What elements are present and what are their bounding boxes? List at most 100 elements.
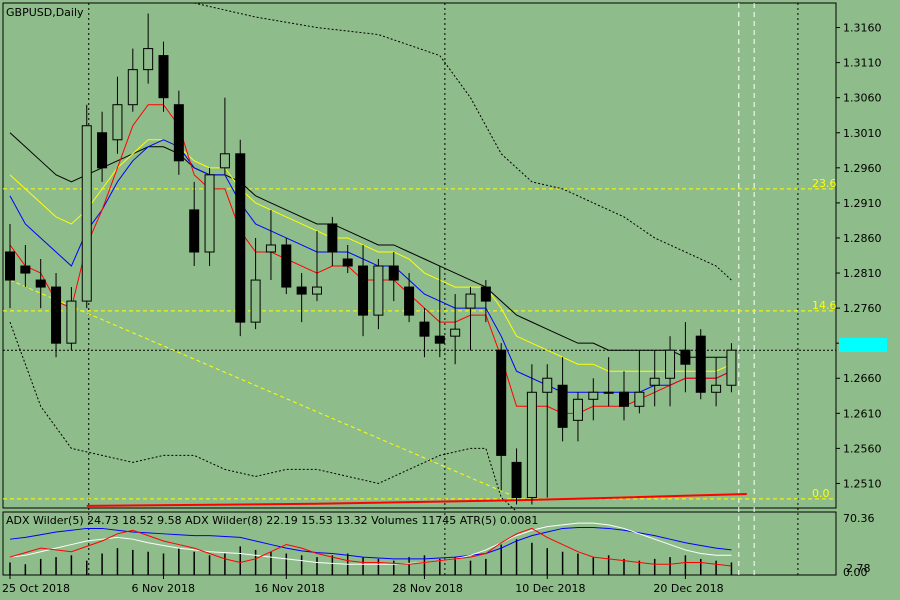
candle-15: [235, 139, 246, 337]
price-label-2: 1.3060: [843, 92, 882, 105]
adx-blue-line: [9, 527, 732, 560]
candle-body-23: [358, 265, 369, 316]
candle-body-43: [665, 349, 676, 379]
current-price-tag: 1.2700: [839, 338, 887, 352]
candle-body-30: [465, 293, 476, 309]
time-label-5: 20 Dec 2018: [653, 582, 723, 595]
fib-label-0: 23.6: [812, 177, 837, 190]
price-label-0: 1.3160: [843, 22, 882, 35]
candle-body-4: [66, 300, 77, 344]
candle-23: [358, 244, 369, 337]
price-label-4: 1.2960: [843, 162, 882, 175]
symbol-label: GBPUSD,Daily: [6, 6, 84, 19]
fibonacci-levels: 23.6 14.6 0.0: [3, 177, 837, 500]
candle-43: [665, 336, 676, 407]
envelope-bands: [9, 2, 732, 512]
candle-body-29: [450, 328, 461, 337]
price-label-1: 1.3110: [843, 57, 882, 70]
candle-body-22: [342, 258, 353, 267]
indicator-panel-frame: [2, 511, 837, 576]
candle-8: [127, 48, 138, 112]
candle-body-27: [419, 321, 430, 337]
price-label-8: 1.2760: [843, 302, 882, 315]
candle-body-38: [588, 391, 599, 400]
candle-body-34: [526, 391, 537, 498]
indicator-min-label: 0.00: [843, 566, 868, 579]
candle-body-20: [312, 286, 322, 295]
candle-29: [450, 294, 461, 365]
price-label-7: 1.2810: [843, 267, 882, 280]
candle-17: [265, 209, 276, 281]
candle-47: [726, 343, 737, 393]
candle-37: [572, 392, 583, 442]
candle-10: [158, 41, 169, 112]
main-panel-frame: [2, 2, 837, 509]
candle-body-13: [204, 174, 215, 253]
candle-46: [711, 357, 722, 407]
current-price-text: 1.2700: [842, 339, 881, 352]
candle-13: [204, 167, 215, 267]
candle-body-18: [281, 244, 292, 288]
candle-3: [51, 273, 62, 358]
candle-36: [557, 357, 568, 442]
candle-body-15: [235, 153, 246, 323]
candle-body-45: [695, 335, 706, 393]
indicator-panel: [9, 522, 733, 575]
band-upper: [194, 2, 732, 281]
candle-33: [511, 448, 522, 505]
candle-body-32: [496, 349, 507, 456]
band-lower: [9, 321, 517, 512]
time-label-1: 6 Nov 2018: [132, 582, 195, 595]
candle-7: [112, 76, 123, 154]
candle-body-1: [20, 265, 31, 274]
price-label-3: 1.3010: [843, 127, 882, 140]
candle-28: [434, 266, 445, 358]
candle-5: [81, 104, 92, 309]
candle-26: [404, 273, 415, 323]
candle-35: [542, 364, 553, 498]
candle-16: [250, 237, 261, 330]
candle-body-6: [97, 132, 108, 169]
ma-yellow-line: [9, 139, 732, 372]
candle-body-42: [649, 377, 660, 386]
candles: [5, 13, 737, 505]
candle-14: [219, 97, 230, 175]
axes: 1.3160 1.3110 1.3060 1.3010 1.2960 1.2910 1.28…: [2, 22, 882, 595]
ma-black-line: [9, 132, 732, 358]
candle-39: [603, 357, 614, 407]
candle-4: [66, 287, 77, 351]
candle-body-24: [373, 265, 384, 316]
adx-white-line: [9, 522, 732, 565]
candle-1: [20, 244, 31, 288]
candle-body-35: [542, 377, 553, 393]
indicator-label: ADX Wilder(5) 24.73 18.52 9.58 ADX Wilde…: [6, 514, 538, 527]
price-label-12: 1.2560: [843, 442, 882, 455]
candle-45: [695, 329, 706, 400]
candle-body-19: [296, 286, 307, 295]
ma-red-line: [9, 104, 732, 414]
adx-red-line: [9, 527, 732, 567]
candle-2: [35, 259, 46, 309]
trend-line: [9, 279, 517, 498]
candle-body-12: [189, 209, 200, 253]
candle-25: [388, 251, 399, 302]
candle-40: [619, 371, 629, 421]
price-label-11: 1.2610: [843, 407, 882, 420]
fib-label-2: 0.0: [812, 487, 830, 500]
candle-body-17: [265, 244, 276, 253]
candle-body-10: [158, 55, 169, 99]
fib-label-1: 14.6: [812, 299, 837, 312]
candle-body-36: [557, 384, 568, 428]
candle-30: [465, 287, 476, 351]
candle-body-33: [511, 461, 522, 498]
candle-body-2: [35, 279, 46, 288]
candle-18: [281, 237, 292, 295]
candle-body-14: [219, 153, 230, 169]
candle-body-37: [572, 398, 583, 421]
candle-body-39: [603, 391, 614, 394]
candle-41: [634, 350, 645, 414]
candle-body-44: [680, 349, 691, 365]
candle-6: [97, 111, 108, 182]
